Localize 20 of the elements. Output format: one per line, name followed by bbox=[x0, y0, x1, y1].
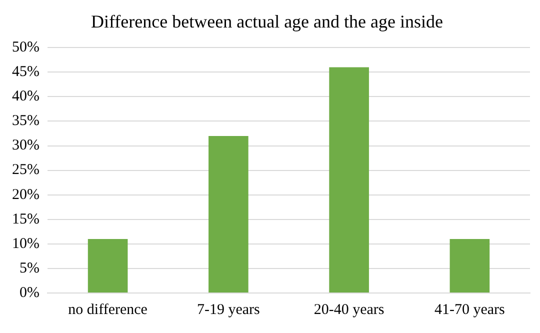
chart-title: Difference between actual age and the age inside bbox=[91, 12, 444, 32]
y-tick-label: 50% bbox=[12, 40, 40, 56]
y-tick-label: 20% bbox=[12, 186, 40, 203]
y-tick-label: 25% bbox=[12, 162, 40, 178]
x-tick-label: 20-40 years bbox=[314, 302, 384, 318]
bar bbox=[450, 239, 490, 292]
y-tick-label: 45% bbox=[12, 64, 40, 80]
x-tick-label: 41-70 years bbox=[434, 302, 506, 318]
y-tick-label: 15% bbox=[12, 211, 40, 228]
bar bbox=[329, 67, 369, 292]
bar bbox=[208, 136, 248, 292]
y-tick-label: 40% bbox=[12, 88, 40, 105]
x-tick-label: no difference bbox=[68, 302, 148, 318]
y-tick-label: 5% bbox=[19, 260, 40, 276]
y-tick-label: 30% bbox=[12, 138, 40, 154]
y-tick-label: 35% bbox=[12, 113, 40, 130]
y-tick-label: 0% bbox=[19, 284, 40, 301]
bar bbox=[88, 239, 128, 292]
x-tick-label: 7-19 years bbox=[196, 302, 260, 318]
y-tick-label: 10% bbox=[12, 236, 40, 252]
